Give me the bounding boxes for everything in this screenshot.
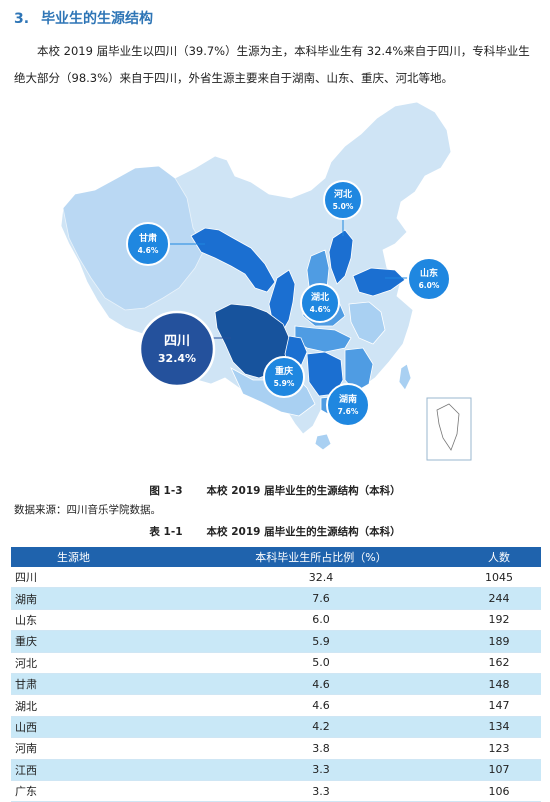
bubble-gansu-value: 4.6%	[138, 246, 159, 255]
header-percent: 本科毕业生所占比例（%）	[185, 547, 457, 567]
cell-count: 189	[457, 630, 541, 653]
figure-caption: 图 1-3 本校 2019 届毕业生的生源结构（本科）	[0, 483, 550, 498]
bubble-gansu: 甘肃 4.6%	[126, 222, 170, 266]
cell-region: 湖南	[11, 587, 185, 610]
header-count: 人数	[457, 547, 541, 567]
intro-paragraph: 本校 2019 届毕业生以四川（39.7%）生源为主，本科毕业生有 32.4%来…	[14, 44, 530, 85]
cell-percent: 4.6	[185, 694, 457, 717]
south-sea-inset	[426, 397, 472, 461]
table-row: 江西 3.3 107	[11, 759, 541, 781]
cell-count: 147	[457, 694, 541, 717]
cell-region: 广东	[11, 780, 185, 802]
section-number: 3.	[14, 11, 30, 27]
header-origin: 生源地	[11, 547, 185, 567]
table-row: 湖北 4.6 147	[11, 694, 541, 717]
map-region-hebei	[328, 229, 354, 285]
cell-region: 山西	[11, 716, 185, 739]
bubble-shandong: 山东 6.0%	[407, 257, 451, 301]
cell-percent: 4.6	[185, 673, 457, 696]
bubble-chongqing-value: 5.9%	[274, 379, 295, 388]
cell-percent: 3.3	[185, 780, 457, 802]
map-region-shandong	[352, 267, 406, 297]
cell-count: 162	[457, 652, 541, 674]
bubble-hebei: 河北 5.0%	[323, 180, 363, 220]
cell-count: 106	[457, 780, 541, 802]
cell-region: 湖北	[11, 694, 185, 717]
table-caption-number: 表 1-1	[149, 526, 183, 538]
cell-percent: 7.6	[185, 587, 457, 610]
cell-region: 河北	[11, 652, 185, 674]
cell-region: 重庆	[11, 630, 185, 653]
table-row: 河南 3.8 123	[11, 737, 541, 760]
bubble-hubei-value: 4.6%	[310, 305, 331, 314]
bubble-chongqing: 重庆 5.9%	[263, 356, 305, 398]
map-region-taiwan	[398, 363, 412, 391]
section-title-text: 毕业生的生源结构	[41, 11, 154, 27]
table-caption-text: 本校 2019 届毕业生的生源结构（本科）	[206, 526, 401, 538]
bubble-shandong-name: 山东	[420, 267, 438, 279]
cell-region: 江西	[11, 759, 185, 781]
china-map: 河北 5.0% 甘肃 4.6% 山东 6.0% 湖北 4.6% 四川 32.4%…	[55, 98, 475, 468]
bubble-sichuan: 四川 32.4%	[138, 310, 216, 388]
cell-count: 244	[457, 587, 541, 610]
origin-table: 生源地 本科毕业生所占比例（%） 人数 四川 32.4 1045 湖南 7.6 …	[11, 547, 541, 802]
bubble-sichuan-value: 32.4%	[158, 352, 196, 365]
cell-percent: 5.0	[185, 652, 457, 674]
cell-count: 1045	[457, 567, 541, 589]
map-region-hainan	[314, 433, 332, 451]
table-row: 河北 5.0 162	[11, 652, 541, 674]
table-row: 广东 3.3 106	[11, 780, 541, 802]
table-row: 湖南 7.6 244	[11, 587, 541, 610]
data-source: 数据来源：四川音乐学院数据。	[14, 504, 161, 516]
bubble-sichuan-name: 四川	[164, 334, 190, 349]
cell-count: 134	[457, 716, 541, 739]
bubble-hebei-name: 河北	[334, 188, 352, 200]
cell-count: 148	[457, 673, 541, 696]
bubble-hubei-name: 湖北	[311, 291, 329, 303]
cell-count: 192	[457, 609, 541, 632]
bubble-hubei: 湖北 4.6%	[300, 283, 340, 323]
bubble-shandong-value: 6.0%	[419, 281, 440, 290]
table-row: 山东 6.0 192	[11, 609, 541, 632]
table-row: 重庆 5.9 189	[11, 630, 541, 653]
bubble-chongqing-name: 重庆	[275, 365, 293, 377]
map-region-east	[348, 301, 386, 345]
cell-region: 四川	[11, 567, 185, 589]
map-region-jiangxi	[344, 347, 374, 393]
cell-region: 甘肃	[11, 673, 185, 696]
bubble-gansu-name: 甘肃	[139, 232, 157, 244]
cell-region: 山东	[11, 609, 185, 632]
bubble-hebei-value: 5.0%	[333, 202, 354, 211]
cell-percent: 3.3	[185, 759, 457, 781]
bubble-hunan-value: 7.6%	[338, 407, 359, 416]
map-region-gansu	[190, 227, 276, 293]
cell-count: 123	[457, 737, 541, 760]
cell-percent: 4.2	[185, 716, 457, 739]
china-map-svg: 河北 5.0% 甘肃 4.6% 山东 6.0% 湖北 4.6% 四川 32.4%…	[60, 101, 472, 461]
table-row: 甘肃 4.6 148	[11, 673, 541, 696]
cell-percent: 3.8	[185, 737, 457, 760]
table-caption: 表 1-1 本校 2019 届毕业生的生源结构（本科）	[0, 524, 550, 539]
table-row: 山西 4.2 134	[11, 716, 541, 739]
cell-percent: 6.0	[185, 609, 457, 632]
bubble-hunan: 湖南 7.6%	[326, 383, 370, 427]
south-sea-islands	[436, 403, 460, 451]
cell-percent: 5.9	[185, 630, 457, 653]
cell-percent: 32.4	[185, 567, 457, 589]
table-header-row: 生源地 本科毕业生所占比例（%） 人数	[11, 547, 541, 567]
cell-region: 河南	[11, 737, 185, 760]
bubble-hunan-name: 湖南	[339, 393, 357, 405]
section-title: 3. 毕业生的生源结构	[14, 8, 153, 28]
figure-caption-number: 图 1-3	[149, 485, 183, 497]
table-row: 四川 32.4 1045	[11, 567, 541, 589]
cell-count: 107	[457, 759, 541, 781]
figure-caption-text: 本校 2019 届毕业生的生源结构（本科）	[206, 485, 401, 497]
